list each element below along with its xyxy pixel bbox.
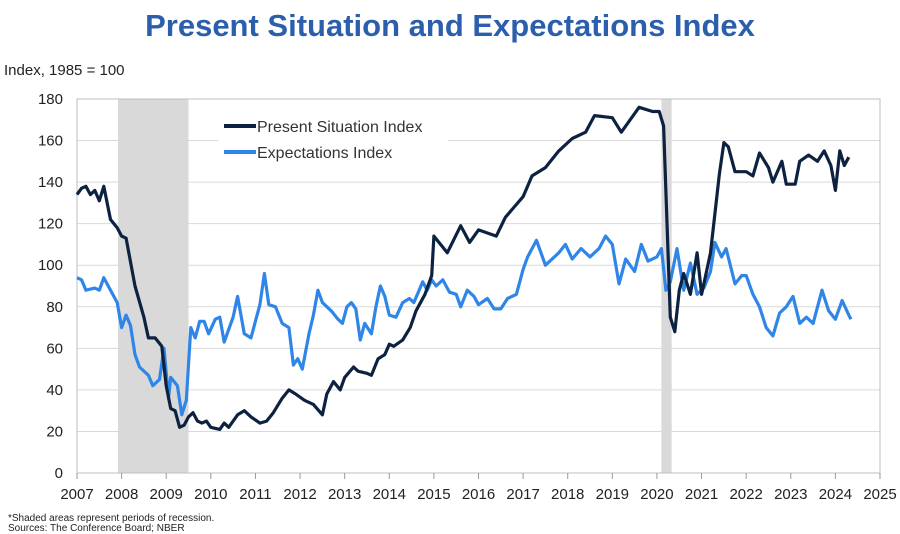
y-tick-label: 20	[46, 423, 63, 440]
chart-title: Present Situation and Expectations Index	[145, 8, 755, 43]
x-tick-label: 2015	[417, 486, 450, 503]
y-tick-label: 180	[38, 91, 63, 108]
sources-footnote: Sources: The Conference Board; NBER	[8, 523, 185, 534]
y-tick-label: 100	[38, 257, 63, 274]
y-tick-label: 40	[46, 382, 63, 399]
x-tick-label: 2019	[596, 486, 629, 503]
y-tick-label: 160	[38, 133, 63, 150]
x-tick-label: 2020	[640, 486, 673, 503]
y-tick-label: 0	[55, 465, 63, 482]
x-tick-label: 2016	[462, 486, 495, 503]
x-tick-label: 2023	[774, 486, 807, 503]
y-tick-label: 120	[38, 216, 63, 233]
x-tick-label: 2018	[551, 486, 584, 503]
x-tick-label: 2008	[105, 486, 138, 503]
legend-background	[218, 108, 448, 168]
x-tick-label: 2022	[729, 486, 762, 503]
x-tick-label: 2010	[194, 486, 227, 503]
x-tick-label: 2013	[328, 486, 361, 503]
y-tick-label: 80	[46, 299, 63, 316]
y-axis-label: Index, 1985 = 100	[4, 62, 125, 79]
x-tick-label: 2024	[819, 486, 852, 503]
x-tick-label: 2012	[283, 486, 316, 503]
legend-label: Expectations Index	[257, 145, 392, 162]
recession-footnote: *Shaded areas represent periods of reces…	[8, 513, 215, 524]
x-tick-label: 2025	[863, 486, 896, 503]
x-tick-label: 2017	[506, 486, 539, 503]
x-tick-label: 2007	[60, 486, 93, 503]
x-tick-label: 2021	[685, 486, 718, 503]
x-tick-label: 2014	[373, 486, 406, 503]
series-line-expectations-index	[76, 234, 853, 417]
y-tick-label: 140	[38, 174, 63, 191]
recession-band	[118, 99, 189, 473]
legend-label: Present Situation Index	[257, 119, 422, 136]
x-tick-label: 2011	[239, 486, 271, 503]
y-tick-label: 60	[46, 340, 63, 357]
x-tick-label: 2009	[150, 486, 183, 503]
series-line-present-situation-index	[75, 105, 851, 431]
